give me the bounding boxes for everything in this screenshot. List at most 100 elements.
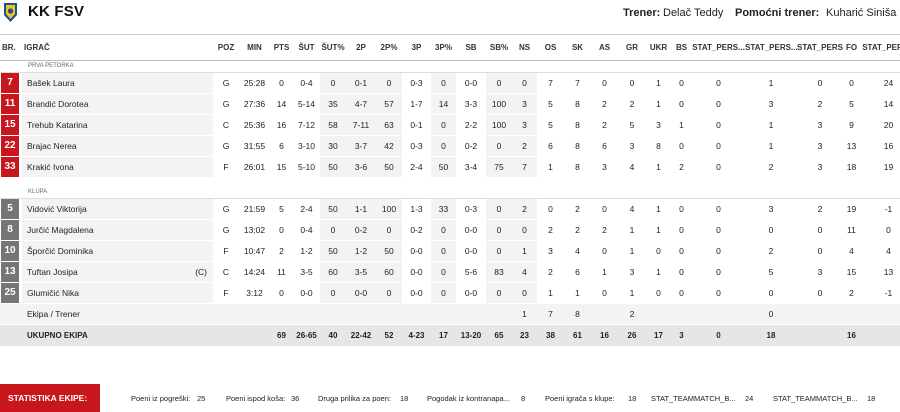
three-pointers: 4-23 <box>402 323 431 347</box>
column-header-three-point-pct[interactable]: 3P% <box>431 36 456 61</box>
defensive-rebounds: 7 <box>537 72 564 94</box>
steals: 1 <box>646 261 671 283</box>
column-header-minutes[interactable]: MIN <box>239 36 270 61</box>
player-name-link[interactable]: Glumičić Nika <box>27 287 79 298</box>
assistant-coach-name: Kuharić Siniša <box>826 7 897 19</box>
column-header-field-goals[interactable]: ŠUT <box>293 36 320 61</box>
coach-label: Trener: <box>623 7 661 19</box>
assists: 0 <box>591 72 618 94</box>
two-point-pct: 0 <box>376 282 402 304</box>
column-header-total-rebounds[interactable]: SK <box>564 36 591 61</box>
player-row[interactable]: 11 Brandić Dorotea G 27:36 14 5-14 35 4-7 57 1-7 1… <box>0 93 900 115</box>
stat-pers-4: 20 <box>860 114 900 136</box>
column-header-position[interactable]: POZ <box>213 36 239 61</box>
column-header-free-throw-pct[interactable]: SB% <box>486 36 512 61</box>
column-header-steals[interactable]: UKR <box>646 36 671 61</box>
column-header-turnovers[interactable]: GR <box>618 36 646 61</box>
stat-pers-3: 0 <box>797 282 843 304</box>
player-name-cell: Krakić Ivona <box>22 156 213 178</box>
minutes: 26:01 <box>239 156 270 178</box>
field-goals: 26-65 <box>293 323 320 347</box>
player-name-link[interactable]: Brandić Dorotea <box>27 98 89 109</box>
player-name-link[interactable]: Šporčić Dominika <box>27 245 94 256</box>
total-rebounds: 8 <box>564 114 591 136</box>
offensive-rebounds: 2 <box>512 198 537 220</box>
two-pointers: 7-11 <box>346 114 376 136</box>
assists <box>591 303 618 325</box>
column-header-stat-pers-4[interactable]: STAT_PERS... <box>860 36 900 61</box>
column-header-two-point-pct[interactable]: 2P% <box>376 36 402 61</box>
column-header-points[interactable]: PTS <box>270 36 293 61</box>
two-point-pct: 63 <box>376 114 402 136</box>
three-point-pct: 0 <box>431 261 456 283</box>
player-name-link[interactable]: Krakić Ivona <box>27 161 74 172</box>
stat-pers-2: 0 <box>745 219 797 241</box>
assists: 16 <box>591 323 618 347</box>
player-row[interactable]: 5 Vidović Viktorija G 21:59 5 2-4 50 1-1 100 1-3 3… <box>0 198 900 220</box>
assists: 3 <box>591 156 618 178</box>
player-row[interactable]: 33 Krakić Ivona F 26:01 15 5-10 50 3-6 50 2-4 50 3-… <box>0 156 900 178</box>
column-header-player-name[interactable]: IGRAČ <box>22 36 213 61</box>
field-goals: 0-4 <box>293 219 320 241</box>
points: 14 <box>270 93 293 115</box>
column-header-free-throws[interactable]: SB <box>456 36 486 61</box>
column-header-stat-pers-2[interactable]: STAT_PERS... <box>745 36 797 61</box>
column-header-blocks[interactable]: BS <box>671 36 692 61</box>
column-header-fouls[interactable]: FO <box>843 36 860 61</box>
player-name-link[interactable]: Trehub Katarina <box>27 119 88 130</box>
player-name-cell: Bašek Laura <box>22 72 213 94</box>
turnovers: 26 <box>618 323 646 347</box>
stat-pers-2: 0 <box>745 303 797 325</box>
column-header-stat-pers-3[interactable]: STAT_PERS... <box>797 36 843 61</box>
team-total-row-label: UKUPNO EKIPA <box>22 323 213 347</box>
field-goals: 3-5 <box>293 261 320 283</box>
player-name-link[interactable]: Jurčić Magdalena <box>27 224 94 235</box>
three-pointers: 0-3 <box>402 72 431 94</box>
player-name-link[interactable]: Tuftan Josipa <box>27 266 78 277</box>
column-header-three-pointers[interactable]: 3P <box>402 36 431 61</box>
column-header-offensive-rebounds[interactable]: NS <box>512 36 537 61</box>
offensive-rebounds: 1 <box>512 303 537 325</box>
player-row[interactable]: 13 Tuftan Josipa (C) C 14:24 11 3-5 60 3-5 60 0-0 0… <box>0 261 900 283</box>
two-point-pct <box>376 303 402 325</box>
total-rebounds: 2 <box>564 198 591 220</box>
fouls <box>843 303 860 325</box>
column-header-stat-pers-1[interactable]: STAT_PERS... <box>692 36 745 61</box>
spacer-cell <box>0 177 900 187</box>
free-throws: 3-3 <box>456 93 486 115</box>
player-row[interactable]: 22 Brajac Nerea G 31:55 6 3-10 30 3-7 42 0-3 0 0-2 0… <box>0 135 900 157</box>
column-header-jersey-number[interactable]: BR. <box>0 36 22 61</box>
player-row[interactable]: 25 Glumičić Nika F 3:12 0 0-0 0 0-0 0 0-0 0 0-0 0 0 1 1… <box>0 282 900 304</box>
team-stats-label: STATISTIKA EKIPE: <box>0 384 100 412</box>
column-header-field-goal-pct[interactable]: ŠUT% <box>320 36 346 61</box>
player-row[interactable]: 10 Šporčić Dominika F 10:47 2 1-2 50 1-2 50 0-0 0 0… <box>0 240 900 262</box>
stat-pers-1: 0 <box>692 135 745 157</box>
blocks: 0 <box>671 261 692 283</box>
column-header-assists[interactable]: AS <box>591 36 618 61</box>
position: G <box>213 198 239 220</box>
column-header-two-pointers[interactable]: 2P <box>346 36 376 61</box>
three-point-pct: 0 <box>431 72 456 94</box>
field-goal-pct: 50 <box>320 156 346 178</box>
jersey-number-cell: 15 <box>0 114 22 136</box>
team-stat-label: Poeni igrača s klupe: <box>545 394 615 403</box>
free-throws: 13-20 <box>456 323 486 347</box>
player-name-link[interactable]: Bašek Laura <box>27 77 75 88</box>
player-row[interactable]: 7 Bašek Laura G 25:28 0 0-4 0 0-1 0 0-3 0 0-0 0 0 7 7 0 0… <box>0 72 900 94</box>
fouls: 11 <box>843 219 860 241</box>
steals: 1 <box>646 156 671 178</box>
column-header-defensive-rebounds[interactable]: OS <box>537 36 564 61</box>
stat-pers-2: 1 <box>745 72 797 94</box>
player-name-link[interactable]: Vidović Viktorija <box>27 203 87 214</box>
stat-pers-3: 0 <box>797 72 843 94</box>
three-point-pct: 14 <box>431 93 456 115</box>
team-stat-value: 18 <box>628 394 637 403</box>
player-row[interactable]: 8 Jurčić Magdalena G 13:02 0 0-4 0 0-2 0 0-2 0 0-0 0… <box>0 219 900 241</box>
stat-pers-4: 0 <box>860 219 900 241</box>
player-name-link[interactable]: Brajac Nerea <box>27 140 77 151</box>
blocks: 0 <box>671 282 692 304</box>
three-point-pct: 0 <box>431 135 456 157</box>
fouls: 0 <box>843 72 860 94</box>
player-row[interactable]: 15 Trehub Katarina C 25:36 16 7-12 58 7-11 63 0-1… <box>0 114 900 136</box>
three-pointers: 0-1 <box>402 114 431 136</box>
